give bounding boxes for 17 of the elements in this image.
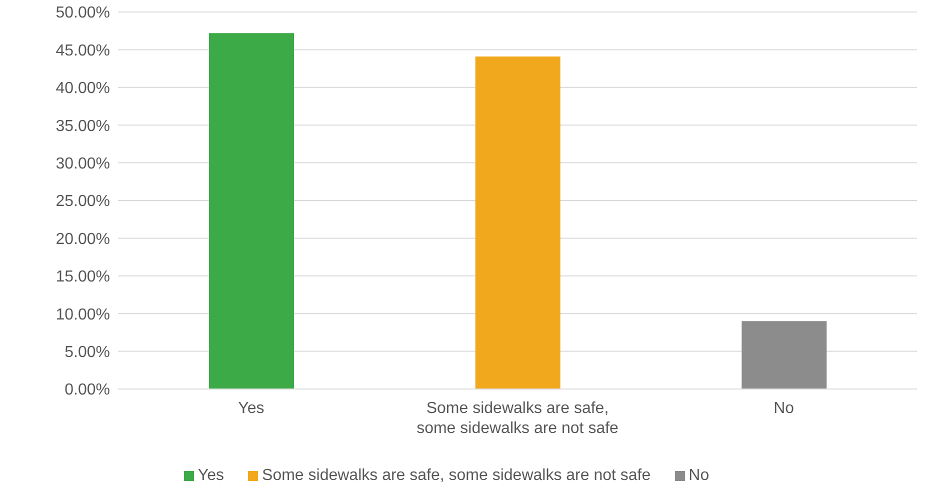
y-tick-label: 50.00%	[56, 4, 110, 22]
y-tick-label: 0.00%	[64, 382, 110, 399]
y-tick-label: 20.00%	[56, 230, 110, 248]
y-tick-label: 30.00%	[56, 155, 110, 172]
y-tick-label: 10.00%	[56, 306, 110, 324]
y-tick-label: 5.00%	[64, 344, 110, 361]
legend-label: Yes	[198, 467, 224, 484]
x-tick-label: Some sidewalks are safe, some sidewalks are not safe	[416, 400, 619, 437]
legend-label: No	[688, 467, 710, 484]
x-tick-label: Yes	[238, 400, 264, 417]
y-tick-label: 40.00%	[56, 80, 110, 98]
y-tick-label: 25.00%	[56, 193, 110, 210]
y-tick-label: 45.00%	[56, 42, 110, 60]
y-tick-label: 35.00%	[56, 118, 110, 135]
y-tick-label: 15.00%	[56, 268, 110, 286]
legend-label: Some sidewalks are safe, some sidewalks are not safe	[262, 467, 651, 484]
x-tick-label: No	[774, 400, 794, 417]
